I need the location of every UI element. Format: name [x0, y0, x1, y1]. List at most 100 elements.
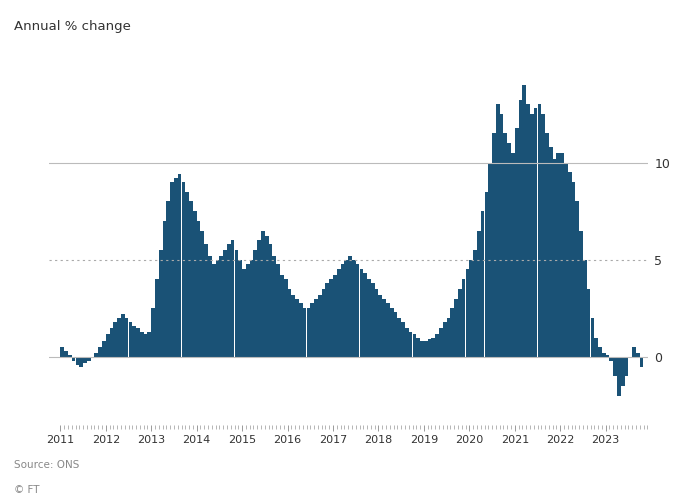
Bar [489, 162, 492, 357]
Bar [98, 347, 102, 357]
Text: Annual % change: Annual % change [14, 20, 131, 33]
Bar [117, 318, 121, 357]
Bar [250, 260, 253, 357]
Bar [204, 244, 208, 357]
Bar [242, 270, 246, 357]
Bar [447, 318, 450, 357]
Bar [181, 182, 186, 357]
Bar [159, 250, 162, 357]
Bar [155, 279, 159, 357]
Bar [450, 308, 454, 357]
Bar [477, 230, 481, 357]
Bar [390, 308, 393, 357]
Bar [333, 276, 337, 357]
Bar [200, 230, 204, 357]
Bar [640, 357, 643, 366]
Bar [583, 260, 587, 357]
Bar [197, 221, 200, 357]
Bar [234, 250, 238, 357]
Bar [269, 244, 272, 357]
Bar [526, 104, 530, 357]
Bar [632, 347, 636, 357]
Bar [193, 211, 197, 357]
Bar [136, 328, 140, 357]
Bar [314, 298, 318, 357]
Bar [310, 302, 314, 357]
Bar [481, 211, 484, 357]
Bar [564, 162, 568, 357]
Bar [382, 298, 386, 357]
Bar [307, 308, 310, 357]
Bar [363, 274, 367, 357]
Bar [284, 279, 288, 357]
Bar [295, 298, 299, 357]
Bar [545, 134, 549, 357]
Bar [261, 230, 265, 357]
Bar [379, 294, 382, 357]
Bar [549, 147, 552, 357]
Bar [393, 312, 398, 357]
Bar [431, 338, 435, 357]
Bar [435, 334, 439, 357]
Bar [318, 294, 321, 357]
Bar [511, 153, 514, 357]
Bar [299, 302, 302, 357]
Bar [522, 84, 526, 357]
Bar [329, 279, 333, 357]
Bar [189, 202, 192, 357]
Bar [606, 355, 610, 357]
Bar [508, 143, 511, 357]
Bar [514, 128, 519, 357]
Bar [492, 134, 496, 357]
Bar [374, 289, 379, 357]
Bar [113, 322, 117, 357]
Bar [602, 353, 606, 357]
Bar [341, 264, 344, 357]
Bar [227, 244, 231, 357]
Bar [617, 357, 621, 396]
Bar [636, 353, 640, 357]
Bar [71, 357, 76, 361]
Bar [140, 332, 143, 357]
Bar [470, 260, 473, 357]
Bar [598, 347, 602, 357]
Bar [443, 322, 447, 357]
Bar [420, 342, 424, 357]
Bar [64, 351, 68, 357]
Bar [556, 153, 560, 357]
Bar [76, 357, 79, 364]
Bar [572, 182, 575, 357]
Text: Source: ONS: Source: ONS [14, 460, 79, 470]
Bar [129, 322, 132, 357]
Bar [533, 108, 538, 357]
Bar [186, 192, 189, 357]
Bar [265, 236, 269, 357]
Bar [337, 270, 340, 357]
Bar [208, 256, 212, 357]
Bar [352, 260, 356, 357]
Bar [587, 289, 591, 357]
Bar [428, 340, 431, 357]
Bar [367, 279, 371, 357]
Bar [500, 114, 503, 357]
Bar [231, 240, 234, 357]
Bar [503, 134, 507, 357]
Bar [541, 114, 545, 357]
Bar [216, 260, 219, 357]
Bar [239, 260, 242, 357]
Bar [454, 298, 458, 357]
Bar [219, 256, 223, 357]
Bar [466, 270, 469, 357]
Bar [610, 357, 613, 361]
Bar [458, 289, 462, 357]
Bar [148, 332, 151, 357]
Bar [106, 334, 109, 357]
Bar [401, 322, 405, 357]
Bar [170, 182, 174, 357]
Bar [276, 264, 280, 357]
Bar [519, 100, 522, 357]
Bar [398, 318, 401, 357]
Bar [162, 221, 167, 357]
Bar [416, 338, 420, 357]
Bar [496, 104, 500, 357]
